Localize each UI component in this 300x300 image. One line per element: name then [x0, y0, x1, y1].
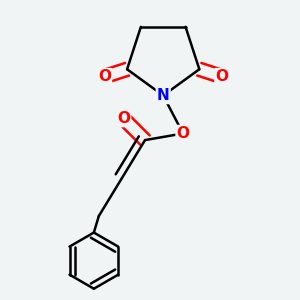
Text: O: O — [117, 111, 130, 126]
Text: O: O — [176, 126, 190, 141]
Text: O: O — [98, 69, 111, 84]
Text: O: O — [215, 69, 228, 84]
Text: N: N — [157, 88, 169, 103]
